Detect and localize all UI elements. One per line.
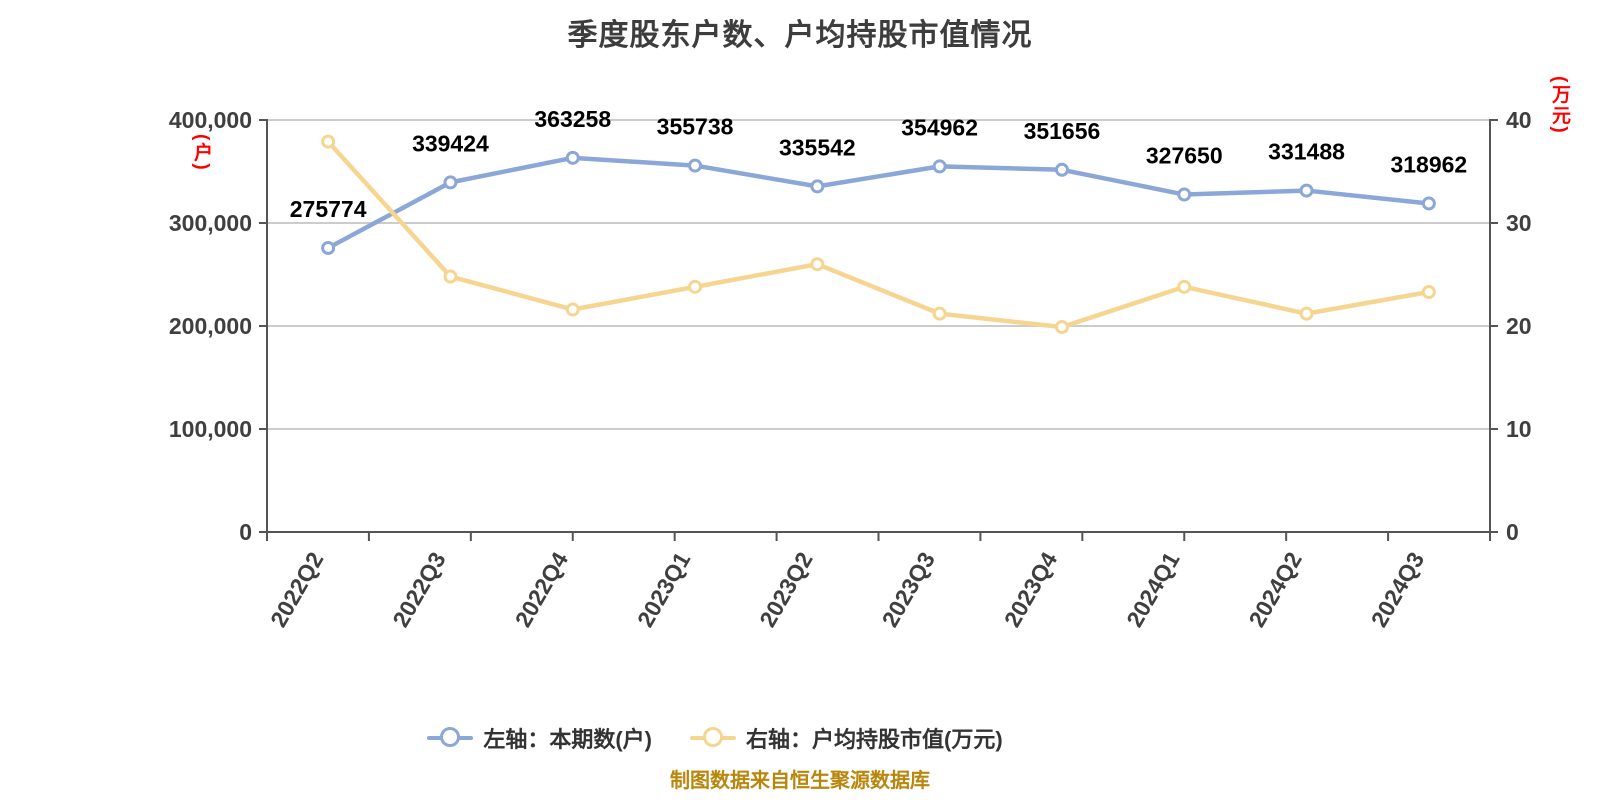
legend-label: 左轴：本期数(户) (483, 727, 652, 752)
left-axis-tick-label: 200,000 (169, 313, 252, 339)
x-axis-label: 2024Q3 (1366, 548, 1429, 632)
data-point (688, 158, 703, 173)
right-axis-tick-label: 30 (1506, 210, 1532, 236)
left-axis-unit-label: (户) (191, 134, 212, 172)
series-line (325, 155, 1432, 251)
data-point (565, 150, 580, 165)
data-point (932, 159, 947, 174)
data-point (443, 269, 458, 284)
data-point (688, 279, 703, 294)
value-label: 275774 (290, 196, 367, 222)
yellow-line-marker-icon (690, 727, 736, 749)
left-axis-tick-label: 400,000 (169, 107, 252, 133)
data-point (1177, 279, 1192, 294)
x-axis-label: 2022Q4 (510, 547, 574, 631)
data-point (321, 240, 336, 255)
data-point (1054, 320, 1069, 335)
blue-line-marker-icon (427, 727, 474, 749)
data-point (321, 134, 336, 149)
value-label: 318962 (1390, 151, 1467, 177)
series-line (325, 139, 1432, 330)
right-axis-tick-label: 20 (1506, 313, 1532, 339)
data-point (810, 257, 825, 272)
chart-title: 季度股东户数、户均持股市值情况 (567, 19, 1033, 52)
data-point (1054, 162, 1069, 177)
value-label: 355738 (657, 114, 734, 140)
x-axis-label: 2024Q1 (1121, 547, 1185, 631)
y-gridlines (267, 119, 1490, 430)
data-point (1177, 187, 1192, 202)
value-label: 335542 (779, 134, 856, 160)
data-point (1299, 306, 1314, 321)
data-point (1421, 196, 1436, 211)
legend: 左轴：本期数(户) 右轴：户均持股市值(万元) (0, 722, 1600, 754)
right-axis-tick-label: 40 (1506, 107, 1532, 133)
value-label: 351656 (1024, 118, 1101, 144)
legend-item-shareholders[interactable]: 左轴：本期数(户) (427, 722, 652, 754)
left-axis-tick-label: 100,000 (169, 416, 252, 442)
x-axis-label: 2023Q4 (999, 547, 1063, 631)
right-axis-unit-label: (万元) (1549, 76, 1570, 135)
legend-label: 右轴：户均持股市值(万元) (746, 727, 1003, 752)
left-axis-tick-label: 300,000 (169, 210, 252, 236)
x-axis-label: 2022Q2 (265, 548, 328, 632)
value-label: 354962 (901, 114, 978, 140)
x-axis-label: 2023Q3 (877, 548, 940, 632)
data-point (565, 302, 580, 317)
source-note: 制图数据来自恒生聚源数据库 (670, 770, 930, 792)
data-point (1299, 183, 1314, 198)
left-axis-tick-label: 0 (239, 519, 252, 545)
line-chart: 0 100,000 200,000 300,000 400,000 0 10 20 30 40 20… (169, 106, 1532, 632)
value-label: 327650 (1146, 143, 1223, 169)
value-label: 339424 (412, 130, 489, 156)
data-point (1421, 285, 1436, 300)
data-point (810, 179, 825, 194)
legend-item-marketvalue[interactable]: 右轴：户均持股市值(万元) (690, 722, 1003, 754)
right-axis-tick-label: 10 (1506, 416, 1532, 442)
data-point (932, 306, 947, 321)
value-label: 331488 (1268, 139, 1345, 165)
x-axis-label: 2022Q3 (387, 548, 450, 632)
x-axis-label: 2024Q2 (1243, 548, 1306, 632)
x-axis-label: 2023Q1 (632, 547, 696, 631)
right-axis-tick-label: 0 (1506, 519, 1519, 545)
axes: 0 100,000 200,000 300,000 400,000 0 10 20 30 40 20… (169, 107, 1532, 631)
data-point (443, 175, 458, 190)
shareholder-series: 275774 339424 363258 355738 335542 354962 3516… (290, 106, 1467, 255)
marketvalue-series (321, 134, 1436, 335)
value-label: 363258 (534, 106, 611, 132)
x-axis-label: 2023Q2 (754, 548, 817, 632)
